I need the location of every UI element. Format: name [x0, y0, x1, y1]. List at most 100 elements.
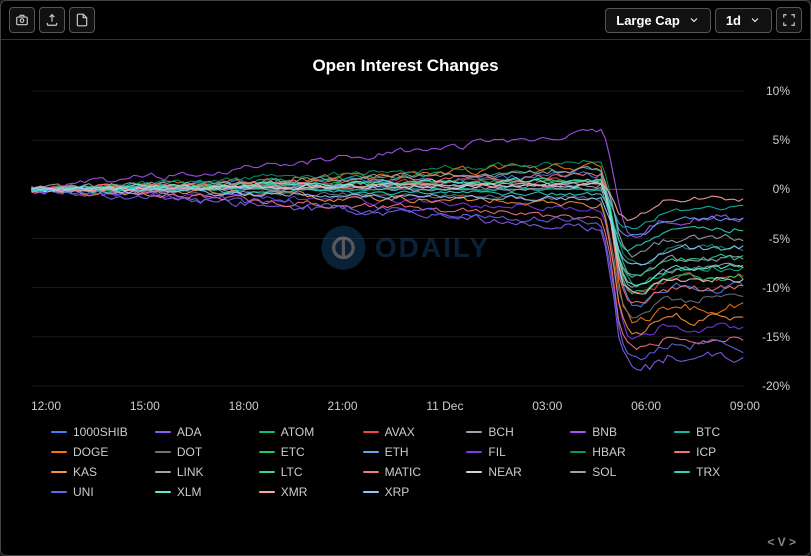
chart-area: Open Interest Changes 10%5%0%-5%-10%-15%…: [1, 40, 810, 555]
dropdown-label: 1d: [726, 13, 741, 28]
export-icon[interactable]: [39, 7, 65, 33]
camera-icon[interactable]: [9, 7, 35, 33]
legend-swatch: [466, 451, 482, 453]
legend-label: UNI: [73, 485, 94, 499]
legend-swatch: [466, 471, 482, 473]
legend-label: 1000SHIB: [73, 425, 128, 439]
legend-swatch: [570, 471, 586, 473]
y-tick-label: 5%: [773, 133, 790, 147]
legend-swatch: [259, 491, 275, 493]
legend-item[interactable]: TRX: [674, 465, 770, 479]
legend-label: XRP: [385, 485, 410, 499]
x-tick-label: 21:00: [327, 399, 357, 413]
legend-swatch: [51, 431, 67, 433]
legend-item[interactable]: XMR: [259, 485, 355, 499]
legend-label: FIL: [488, 445, 505, 459]
x-tick-label: 11 Dec: [426, 399, 463, 413]
chart-panel: Large Cap 1d Open Interest Changes 10% 5%…: [0, 0, 811, 556]
legend-label: LINK: [177, 465, 204, 479]
legend-swatch: [466, 431, 482, 433]
toolbar: Large Cap 1d: [1, 1, 810, 40]
legend-swatch: [674, 431, 690, 433]
legend-item[interactable]: BTC: [674, 425, 770, 439]
x-tick-label: 09:00: [730, 399, 760, 413]
market-cap-dropdown[interactable]: Large Cap: [605, 8, 711, 33]
legend-item[interactable]: DOGE: [51, 445, 147, 459]
chart-title: Open Interest Changes: [21, 56, 790, 76]
dropdown-label: Large Cap: [616, 13, 680, 28]
legend-swatch: [363, 491, 379, 493]
legend-label: BNB: [592, 425, 617, 439]
document-icon[interactable]: [69, 7, 95, 33]
legend-label: AVAX: [385, 425, 415, 439]
legend-item[interactable]: DOT: [155, 445, 251, 459]
legend-swatch: [155, 491, 171, 493]
legend-swatch: [363, 451, 379, 453]
legend-item[interactable]: ICP: [674, 445, 770, 459]
y-tick-label: -15%: [762, 330, 790, 344]
legend-item[interactable]: XLM: [155, 485, 251, 499]
legend-label: BTC: [696, 425, 720, 439]
period-dropdown[interactable]: 1d: [715, 8, 772, 33]
legend-label: BCH: [488, 425, 513, 439]
toolbar-right: Large Cap 1d: [605, 7, 802, 33]
y-tick-label: 10%: [766, 84, 790, 98]
legend-item[interactable]: LINK: [155, 465, 251, 479]
legend-item[interactable]: BCH: [466, 425, 562, 439]
x-tick-label: 12:00: [31, 399, 61, 413]
legend-item[interactable]: ETC: [259, 445, 355, 459]
legend-label: DOT: [177, 445, 202, 459]
legend-swatch: [259, 431, 275, 433]
legend-label: ICP: [696, 445, 716, 459]
legend-item[interactable]: AVAX: [363, 425, 459, 439]
y-tick-label: -10%: [762, 281, 790, 295]
legend-swatch: [259, 451, 275, 453]
legend-label: ETH: [385, 445, 409, 459]
legend-swatch: [51, 451, 67, 453]
chevron-down-icon: [749, 14, 761, 26]
legend-label: LTC: [281, 465, 303, 479]
legend: 1000SHIB ADA ATOM AVAX BCH BNB BTC DOGE DOT ETC ET…: [21, 413, 790, 507]
legend-item[interactable]: SOL: [570, 465, 666, 479]
y-tick-label: -20%: [762, 379, 790, 393]
legend-label: ADA: [177, 425, 202, 439]
legend-label: HBAR: [592, 445, 625, 459]
legend-label: DOGE: [73, 445, 108, 459]
legend-item[interactable]: LTC: [259, 465, 355, 479]
legend-label: XLM: [177, 485, 202, 499]
legend-label: TRX: [696, 465, 720, 479]
line-chart[interactable]: [21, 86, 790, 391]
legend-item[interactable]: UNI: [51, 485, 147, 499]
legend-item[interactable]: KAS: [51, 465, 147, 479]
plot-container: 10%5%0%-5%-10%-15%-20% ODAILY: [21, 86, 790, 391]
legend-item[interactable]: ATOM: [259, 425, 355, 439]
nav-hint[interactable]: < V >: [767, 535, 796, 549]
legend-item[interactable]: ETH: [363, 445, 459, 459]
y-tick-label: -5%: [769, 232, 790, 246]
legend-swatch: [363, 431, 379, 433]
x-tick-label: 03:00: [532, 399, 562, 413]
legend-swatch: [155, 471, 171, 473]
legend-swatch: [363, 471, 379, 473]
legend-swatch: [570, 431, 586, 433]
fullscreen-icon[interactable]: [776, 7, 802, 33]
legend-item[interactable]: NEAR: [466, 465, 562, 479]
chevron-down-icon: [688, 14, 700, 26]
legend-label: SOL: [592, 465, 616, 479]
legend-label: XMR: [281, 485, 308, 499]
x-tick-label: 18:00: [229, 399, 259, 413]
legend-swatch: [155, 431, 171, 433]
legend-item[interactable]: BNB: [570, 425, 666, 439]
toolbar-left: [9, 7, 95, 33]
legend-item[interactable]: ADA: [155, 425, 251, 439]
legend-item[interactable]: MATIC: [363, 465, 459, 479]
legend-label: NEAR: [488, 465, 521, 479]
legend-swatch: [51, 491, 67, 493]
legend-swatch: [570, 451, 586, 453]
legend-swatch: [259, 471, 275, 473]
legend-item[interactable]: HBAR: [570, 445, 666, 459]
legend-item[interactable]: 1000SHIB: [51, 425, 147, 439]
legend-item[interactable]: FIL: [466, 445, 562, 459]
legend-item[interactable]: XRP: [363, 485, 459, 499]
x-tick-label: 06:00: [631, 399, 661, 413]
